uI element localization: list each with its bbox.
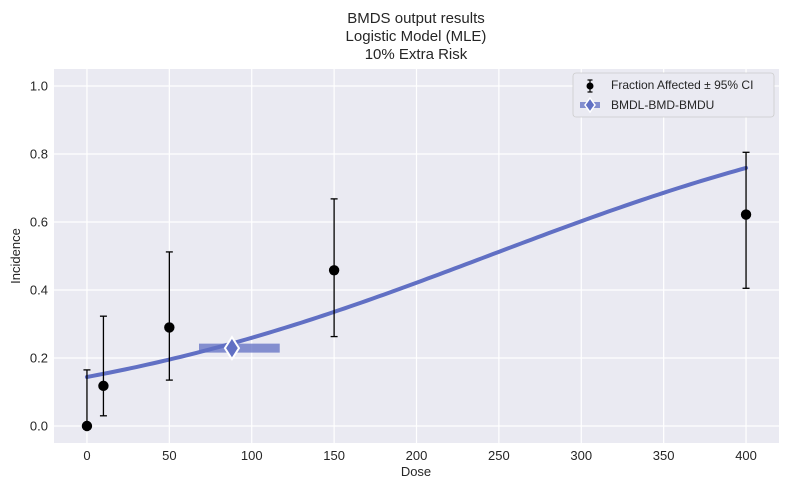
y-tick-label: 0.4 xyxy=(30,283,48,298)
legend-bmd-diamond xyxy=(584,96,596,114)
legend-data-point xyxy=(586,82,594,90)
x-tick-label: 300 xyxy=(570,448,592,463)
data-point xyxy=(740,209,752,220)
y-axis-ticks: 0.0 0.2 0.4 0.6 0.8 1.0 xyxy=(30,79,48,434)
y-tick-label: 0.2 xyxy=(30,351,48,366)
legend-label-bmd: BMDL-BMD-BMDU xyxy=(611,98,714,112)
data-point xyxy=(98,380,109,392)
bmd-layer xyxy=(199,335,280,362)
legend-box xyxy=(572,72,775,118)
x-tick-label: 350 xyxy=(653,448,675,463)
x-tick-label: 250 xyxy=(488,448,510,463)
legend: Fraction Affected ± 95% CI BMDL-BMD-BMDU xyxy=(572,72,775,118)
grid xyxy=(54,69,779,443)
x-tick-label: 150 xyxy=(323,448,345,463)
x-tick-label: 50 xyxy=(162,448,176,463)
chart-title: BMDS output results Logistic Model (MLE)… xyxy=(346,10,487,63)
errorbar-layer xyxy=(81,151,752,432)
model-curve-layer xyxy=(84,165,749,379)
x-tick-label: 400 xyxy=(735,448,757,463)
legend-errorbar-marker xyxy=(586,79,594,93)
chart-title-line-2: Logistic Model (MLE) xyxy=(346,28,487,45)
legend-label-fraction-affected: Fraction Affected ± 95% CI xyxy=(611,78,753,92)
x-tick-label: 200 xyxy=(406,448,428,463)
x-axis-ticks: 0 50 100 150 200 250 300 350 400 xyxy=(83,448,757,463)
y-tick-label: 0.8 xyxy=(30,147,48,162)
x-tick-label: 100 xyxy=(241,448,263,463)
model-curve xyxy=(84,165,749,379)
x-axis-label: Dose xyxy=(401,464,431,479)
y-tick-label: 0.0 xyxy=(30,419,48,434)
y-tick-label: 0.6 xyxy=(30,215,48,230)
legend-bmd-marker xyxy=(580,96,600,114)
chart-title-line-3: 10% Extra Risk xyxy=(365,46,468,63)
bmd-marker xyxy=(223,335,241,362)
x-tick-label: 0 xyxy=(83,448,90,463)
data-point xyxy=(81,420,93,432)
data-point xyxy=(328,265,340,276)
chart-title-line-1: BMDS output results xyxy=(347,10,485,27)
data-point xyxy=(164,322,175,333)
y-tick-label: 1.0 xyxy=(30,79,48,94)
y-axis-label: Incidence xyxy=(8,228,23,284)
